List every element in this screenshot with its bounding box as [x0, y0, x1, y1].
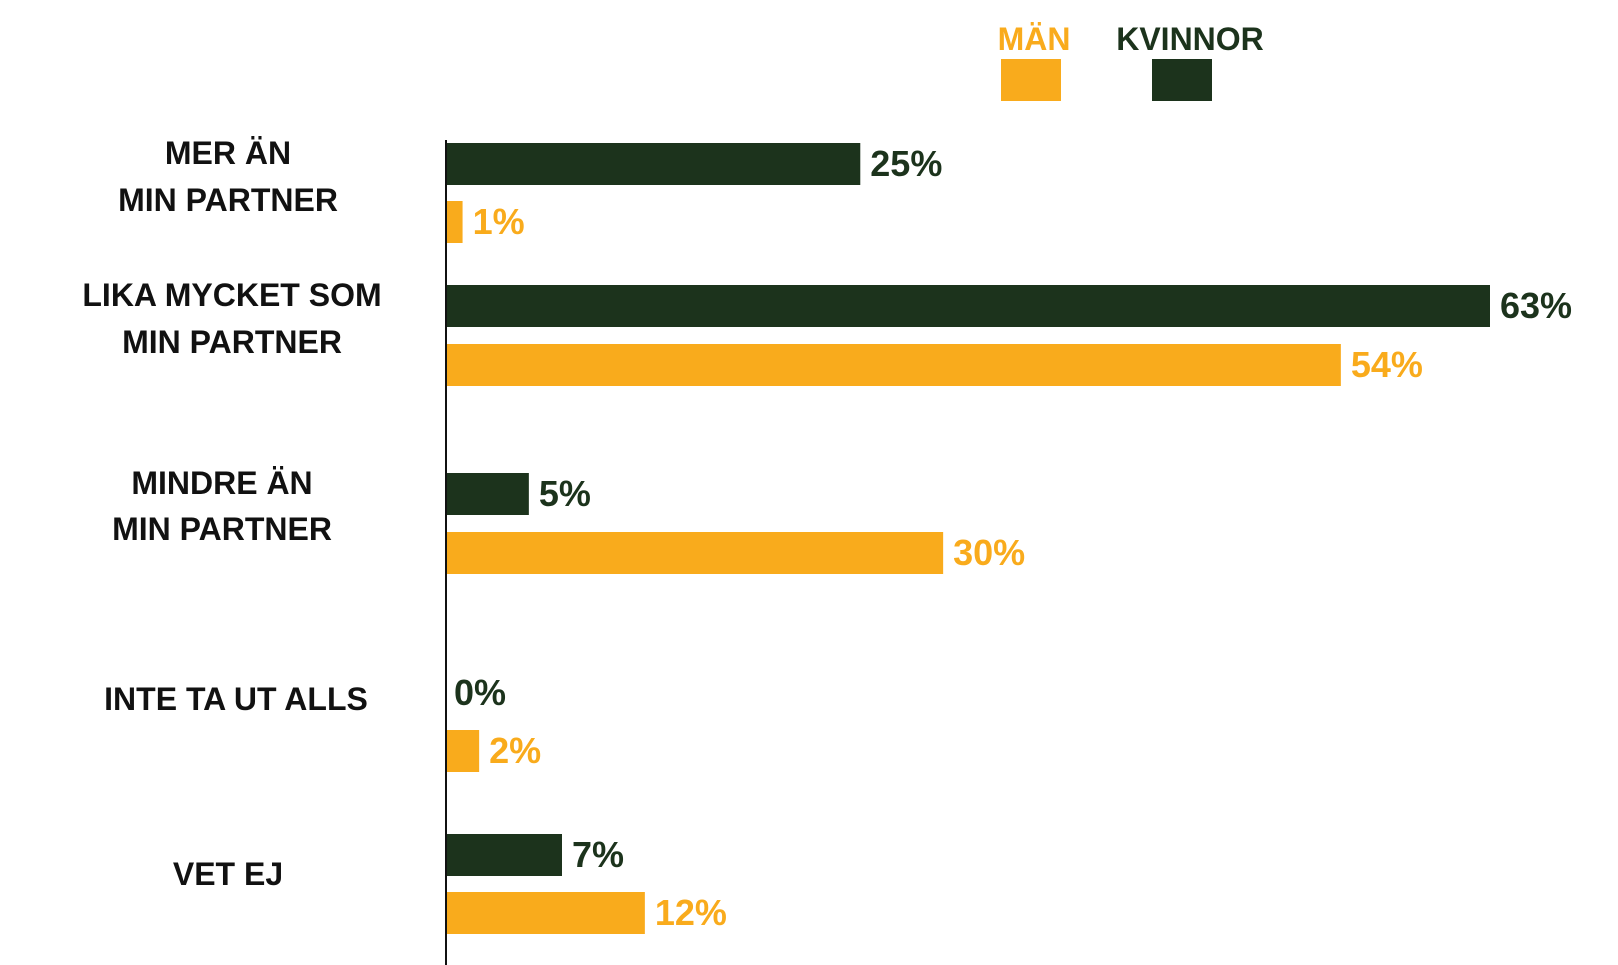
legend-swatch-man	[1001, 59, 1061, 101]
data-label-man-2: 30%	[953, 532, 1025, 573]
bar-kvinnor-1	[446, 285, 1490, 327]
bar-kvinnor-0	[446, 143, 861, 185]
data-label-man-4: 12%	[655, 892, 727, 933]
bar-man-1	[446, 344, 1341, 386]
data-label-man-0: 1%	[473, 201, 525, 242]
category-label-3-line-0: INTE TA UT ALLS	[104, 681, 368, 717]
legend-label-kvinnor: KVINNOR	[1116, 21, 1264, 57]
legend-label-man: MÄN	[998, 21, 1071, 57]
bar-man-0	[446, 201, 463, 243]
category-label-2-line-1: MIN PARTNER	[112, 511, 332, 547]
bar-man-4	[446, 892, 645, 934]
legend: MÄN KVINNOR	[998, 21, 1264, 101]
category-label-2-line-0: MINDRE ÄN	[131, 465, 312, 501]
category-label-0-line-1: MIN PARTNER	[118, 182, 338, 218]
category-label-0-line-0: MER ÄN	[165, 135, 291, 171]
bar-man-2	[446, 532, 944, 574]
data-label-kvinnor-3: 0%	[454, 672, 506, 713]
category-label-4-line-0: VET EJ	[173, 856, 283, 892]
data-label-man-1: 54%	[1351, 344, 1423, 385]
legend-swatch-kvinnor	[1152, 59, 1212, 101]
category-label-1-line-0: LIKA MYCKET SOM	[82, 277, 381, 313]
bar-kvinnor-2	[446, 473, 529, 515]
bars: 25% 63% 5% 0% 7% 1% 54% 30% 2% 12%	[446, 143, 1572, 934]
bar-kvinnor-4	[446, 834, 562, 876]
category-labels: MER ÄN MIN PARTNER LIKA MYCKET SOM MIN PART…	[82, 135, 381, 892]
data-label-kvinnor-4: 7%	[572, 834, 624, 875]
data-label-kvinnor-1: 63%	[1500, 285, 1572, 326]
data-label-man-3: 2%	[489, 730, 541, 771]
data-label-kvinnor-0: 25%	[870, 143, 942, 184]
category-label-1-line-1: MIN PARTNER	[122, 324, 342, 360]
bar-man-3	[446, 730, 480, 772]
data-label-kvinnor-2: 5%	[539, 473, 591, 514]
